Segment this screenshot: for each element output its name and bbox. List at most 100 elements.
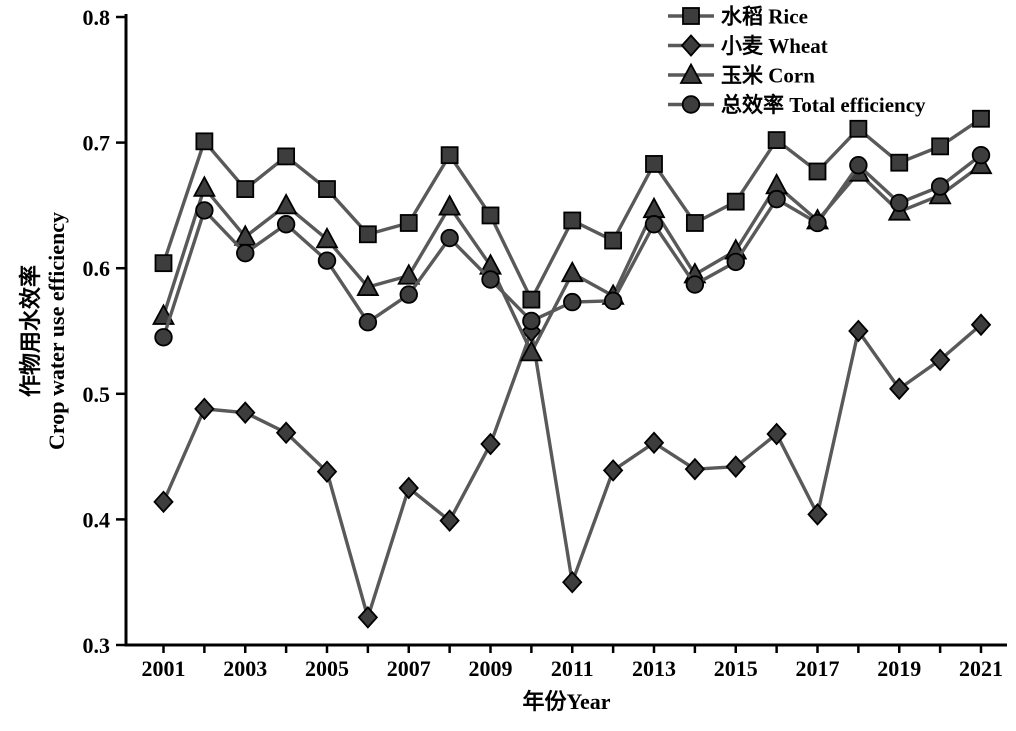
x-tick-label: 2017 — [796, 656, 840, 681]
data-point-marker — [235, 401, 256, 424]
legend-circle-icon — [681, 95, 701, 114]
legend-item: 总效率 Total efficiency — [668, 93, 926, 117]
legend-item: 小麦 Wheat — [668, 34, 828, 58]
x-tick-label: 2011 — [551, 656, 594, 681]
x-axis-title: 年份Year — [523, 689, 611, 714]
y-tick-label: 0.4 — [83, 507, 111, 532]
data-point-marker — [848, 319, 869, 343]
data-point-marker — [275, 421, 297, 445]
y-tick-label: 0.6 — [83, 256, 111, 281]
data-point-marker — [767, 131, 786, 149]
data-point-marker — [685, 275, 705, 294]
data-point-marker — [604, 231, 623, 250]
data-point-marker — [970, 313, 992, 337]
x-tick-label: 2015 — [714, 656, 758, 681]
data-point-marker — [194, 397, 215, 421]
series-diamond — [153, 313, 992, 629]
x-tick-label: 2013 — [632, 656, 676, 681]
x-tick-label: 2001 — [142, 656, 186, 681]
series-square — [154, 109, 990, 309]
data-point-marker — [890, 193, 909, 213]
legend-triangle-icon — [679, 62, 703, 84]
data-point-marker — [972, 109, 990, 128]
data-point-marker — [277, 147, 296, 166]
data-point-marker — [317, 251, 337, 270]
data-point-marker — [481, 270, 500, 289]
data-point-marker — [236, 243, 255, 263]
data-point-marker — [154, 254, 173, 273]
data-point-marker — [849, 119, 868, 138]
legend-item: 玉米 Corn — [668, 62, 815, 88]
data-point-marker — [358, 225, 377, 244]
data-point-marker — [399, 285, 418, 304]
data-point-marker — [192, 175, 216, 197]
data-point-marker — [195, 201, 214, 220]
data-point-marker — [726, 192, 745, 211]
x-tick-label: 2019 — [877, 656, 921, 681]
y-tick-label: 0.5 — [83, 382, 111, 407]
y-axis-title-en: Crop water use efficiency — [44, 212, 69, 450]
data-point-marker — [438, 194, 462, 216]
data-point-marker — [236, 180, 255, 198]
x-tick-label: 2005 — [305, 656, 349, 681]
series-circle — [154, 145, 991, 347]
data-point-marker — [971, 145, 991, 165]
data-point-marker — [397, 263, 421, 285]
x-tick-label: 2009 — [469, 656, 513, 681]
x-tick-label: 2003 — [223, 656, 267, 681]
data-point-marker — [808, 213, 827, 233]
legend-label: 玉米 Corn — [721, 64, 815, 88]
data-point-marker — [642, 196, 666, 219]
legend-label: 总效率 Total efficiency — [721, 93, 926, 117]
legend: 水稻 Rice 小麦 Wheat 玉米 Corn 总效率 Total efficien… — [668, 5, 926, 117]
data-point-marker — [439, 509, 460, 533]
data-point-marker — [195, 132, 214, 151]
data-point-marker — [315, 226, 339, 249]
data-point-marker — [890, 153, 909, 172]
data-point-marker — [644, 215, 664, 234]
data-point-marker — [440, 146, 459, 165]
data-point-marker — [563, 292, 582, 312]
data-point-marker — [481, 206, 500, 225]
data-point-marker — [645, 155, 663, 173]
data-point-marker — [560, 260, 584, 283]
data-point-marker — [316, 460, 338, 484]
data-point-marker — [562, 570, 583, 594]
data-point-marker — [358, 313, 378, 332]
data-point-marker — [276, 215, 296, 234]
x-tick-label: 2007 — [387, 656, 431, 681]
data-point-marker — [767, 189, 786, 209]
x-tick-label: 2021 — [959, 656, 1003, 681]
data-point-marker — [398, 476, 419, 500]
legend-label: 水稻 Rice — [721, 5, 808, 29]
data-point-marker — [889, 377, 910, 401]
data-point-marker — [440, 228, 459, 248]
legend-diamond-icon — [680, 34, 702, 57]
data-point-marker — [808, 162, 827, 181]
y-tick-label: 0.8 — [83, 5, 111, 30]
data-point-marker — [766, 422, 787, 446]
data-point-marker — [685, 214, 704, 232]
data-point-marker — [684, 457, 706, 481]
data-point-marker — [480, 432, 501, 456]
data-point-marker — [726, 252, 745, 272]
data-point-marker — [357, 606, 379, 629]
data-point-marker — [807, 503, 828, 526]
data-point-marker — [930, 177, 950, 196]
legend-label: 小麦 Wheat — [721, 34, 828, 58]
data-point-marker — [318, 180, 336, 198]
y-tick-label: 0.3 — [83, 633, 111, 658]
data-point-marker — [931, 137, 950, 156]
data-point-marker — [929, 348, 951, 372]
series-triangle — [151, 152, 993, 362]
data-point-marker — [643, 431, 665, 455]
legend-square-icon — [682, 7, 700, 25]
data-point-marker — [153, 490, 174, 514]
data-point-marker — [522, 290, 541, 309]
data-point-marker — [522, 311, 541, 331]
data-point-marker — [154, 328, 173, 347]
y-tick-label: 0.7 — [83, 131, 111, 156]
data-point-marker — [849, 156, 868, 175]
